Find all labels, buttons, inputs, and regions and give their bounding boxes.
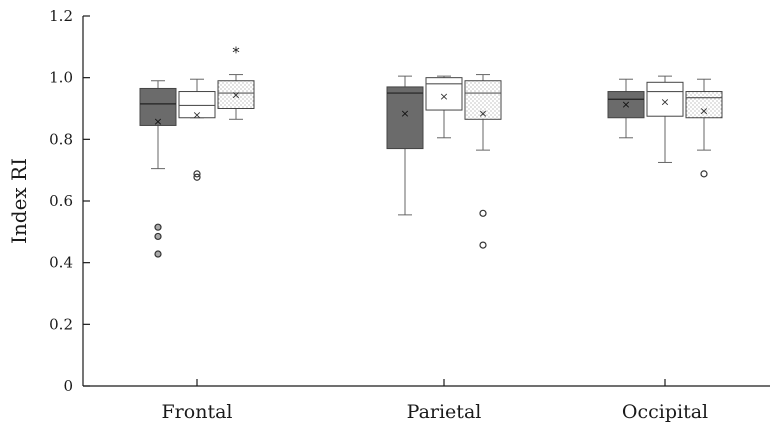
y-tick-label: 0.6 — [49, 192, 73, 210]
mean-marker: × — [231, 89, 240, 102]
mean-marker: × — [621, 98, 630, 111]
axes: 0 0.2 0.4 0.6 0.8 1.0 1.2 Frontal Parietal Occipi… — [49, 7, 770, 423]
y-tick-label: 1.0 — [49, 69, 73, 87]
outlier-point — [154, 223, 162, 231]
box — [685, 91, 723, 119]
boxes-layer: × × × * × × × × × × — [139, 43, 723, 258]
box — [464, 80, 502, 120]
box — [217, 80, 255, 109]
mean-marker: × — [439, 90, 448, 103]
y-tick-label: 0 — [63, 377, 73, 395]
mean-marker: × — [478, 107, 487, 120]
category-label: Occipital — [622, 401, 708, 423]
y-tick-label: 1.2 — [49, 7, 73, 25]
mean-marker: × — [660, 96, 669, 109]
box — [607, 91, 645, 119]
outlier-point — [479, 209, 487, 217]
outlier-point — [154, 232, 162, 241]
box — [139, 87, 177, 126]
box — [386, 86, 424, 150]
extreme-outlier: * — [232, 43, 240, 61]
y-tick-label: 0.2 — [49, 315, 73, 333]
outlier-point — [154, 250, 162, 258]
outlier-point — [193, 173, 201, 181]
box — [425, 77, 463, 111]
y-tick-label: 0.4 — [49, 254, 73, 272]
y-tick-label: 0.8 — [49, 130, 73, 148]
mean-marker: × — [153, 115, 162, 128]
category-label: Parietal — [407, 401, 482, 423]
outlier-point — [193, 170, 201, 178]
box — [178, 91, 216, 119]
y-axis-title: Index RI — [7, 158, 31, 244]
category-label: Frontal — [162, 401, 233, 423]
mean-marker: × — [699, 105, 708, 118]
mean-marker: × — [400, 107, 409, 120]
mean-marker: × — [192, 109, 201, 122]
outlier-point — [479, 241, 487, 249]
box — [646, 81, 684, 117]
outlier-point — [700, 170, 708, 178]
